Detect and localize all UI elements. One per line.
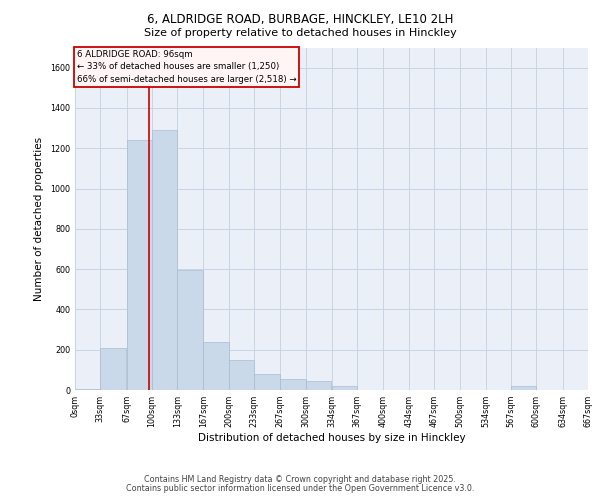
Bar — [229, 360, 254, 390]
Bar — [152, 130, 177, 390]
Text: Contains public sector information licensed under the Open Government Licence v3: Contains public sector information licen… — [126, 484, 474, 493]
Bar — [332, 386, 357, 390]
Bar — [100, 348, 126, 390]
Bar — [511, 386, 536, 390]
Bar — [254, 374, 280, 390]
Text: Size of property relative to detached houses in Hinckley: Size of property relative to detached ho… — [143, 28, 457, 38]
Bar — [203, 342, 229, 390]
X-axis label: Distribution of detached houses by size in Hinckley: Distribution of detached houses by size … — [197, 433, 466, 443]
Bar — [177, 270, 203, 390]
Bar — [306, 381, 331, 390]
Text: 6 ALDRIDGE ROAD: 96sqm
← 33% of detached houses are smaller (1,250)
66% of semi-: 6 ALDRIDGE ROAD: 96sqm ← 33% of detached… — [77, 50, 296, 84]
Bar — [75, 389, 100, 390]
Y-axis label: Number of detached properties: Number of detached properties — [34, 136, 44, 301]
Text: 6, ALDRIDGE ROAD, BURBAGE, HINCKLEY, LE10 2LH: 6, ALDRIDGE ROAD, BURBAGE, HINCKLEY, LE1… — [147, 12, 453, 26]
Bar — [127, 140, 152, 390]
Text: Contains HM Land Registry data © Crown copyright and database right 2025.: Contains HM Land Registry data © Crown c… — [144, 475, 456, 484]
Bar — [280, 379, 306, 390]
